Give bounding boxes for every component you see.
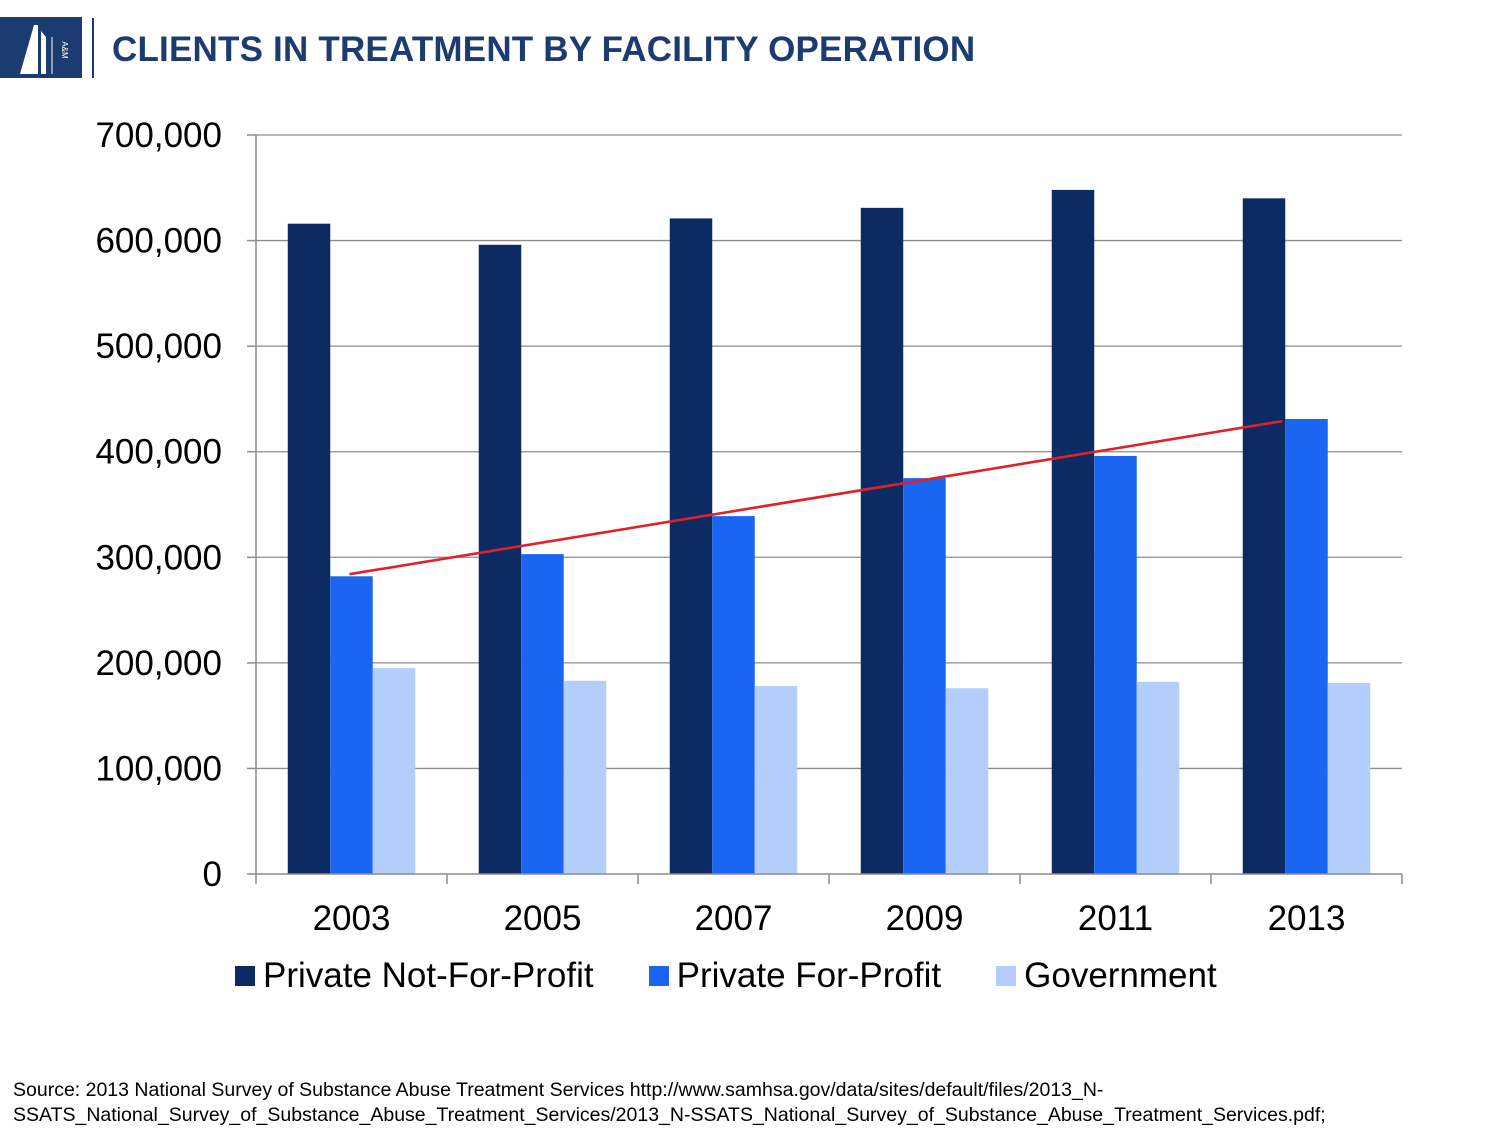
bar-private-not-for-profit-2011 (1051, 189, 1095, 874)
y-tick-label: 600,000 (95, 222, 222, 261)
y-tick-label: 200,000 (95, 644, 222, 683)
trend-line (349, 419, 1283, 576)
legend-swatch-not-for-profit (235, 966, 255, 986)
bar-private-for-profit-2011 (1094, 455, 1137, 874)
bars-layer (287, 189, 1371, 875)
bar-private-not-for-profit-2013 (1242, 198, 1286, 875)
legend-label-for-profit: Private For-Profit (676, 956, 942, 995)
logo-divider (92, 18, 94, 78)
bar-government-2011 (1136, 681, 1180, 874)
bar-government-2009 (945, 688, 989, 874)
x-tick-label: 2005 (504, 899, 582, 938)
source-line-2: SSATS_National_Survey_of_Substance_Abuse… (13, 1104, 1326, 1126)
bar-private-for-profit-2003 (330, 576, 373, 874)
chart-legend: Private Not-For-Profit Private For-Profi… (235, 956, 1217, 996)
x-tick-label: 2009 (886, 899, 964, 938)
bar-private-not-for-profit-2009 (860, 207, 904, 874)
logo-tower-left (20, 25, 38, 74)
legend-item-government: Government (996, 956, 1217, 996)
logo-tower-right (41, 31, 46, 74)
bar-private-for-profit-2013 (1285, 418, 1328, 874)
logo-text: A&M (60, 41, 69, 59)
y-tick-label: 500,000 (95, 327, 222, 366)
legend-label-government: Government (1024, 956, 1217, 995)
legend-item-not-for-profit: Private Not-For-Profit (235, 956, 594, 996)
legend-swatch-for-profit (648, 966, 669, 986)
bar-private-for-profit-2009 (903, 478, 946, 874)
source-line-1: Source: 2013 National Survey of Substanc… (13, 1079, 1104, 1101)
company-logo: A&M (0, 17, 82, 78)
x-tick-label: 2013 (1268, 899, 1346, 938)
x-tick-label: 2003 (313, 899, 391, 938)
logo-mark: A&M (20, 25, 69, 74)
y-tick-label: 300,000 (95, 538, 222, 577)
page-title: CLIENTS IN TREATMENT BY FACILITY OPERATI… (112, 30, 976, 69)
bar-private-not-for-profit-2003 (287, 223, 331, 874)
y-tick-label: 700,000 (95, 116, 222, 155)
y-tick-label: 400,000 (95, 433, 222, 472)
bar-private-not-for-profit-2005 (478, 244, 522, 874)
bar-private-not-for-profit-2007 (669, 218, 713, 874)
grid-layer (256, 134, 1402, 770)
bar-chart: 0 100,000 200,000 300,000 400,000 500,000 600,… (95, 116, 1403, 938)
bar-government-2005 (563, 680, 607, 874)
bar-government-2013 (1327, 682, 1371, 874)
bar-private-for-profit-2005 (521, 554, 564, 874)
legend-label-not-for-profit: Private Not-For-Profit (263, 956, 594, 995)
x-tick-label: 2007 (695, 899, 773, 938)
bar-private-for-profit-2007 (712, 516, 755, 874)
axis-layer: 0 100,000 200,000 300,000 400,000 500,000 600,… (95, 116, 1403, 938)
bar-government-2003 (372, 668, 416, 874)
x-tick-label: 2011 (1078, 899, 1153, 938)
legend-item-for-profit: Private For-Profit (648, 956, 942, 996)
trend-layer (349, 419, 1283, 576)
y-tick-label: 0 (203, 855, 222, 894)
legend-swatch-government (996, 966, 1017, 986)
bar-government-2007 (754, 686, 798, 874)
y-tick-label: 100,000 (95, 749, 222, 788)
source-note: Source: 2013 National Survey of Substanc… (13, 1078, 1483, 1128)
